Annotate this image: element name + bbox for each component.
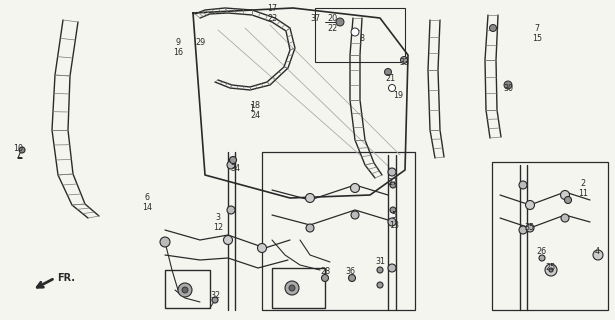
Text: 16: 16	[173, 47, 183, 57]
Circle shape	[519, 181, 527, 189]
Circle shape	[227, 161, 235, 169]
Text: 23: 23	[267, 13, 277, 22]
Circle shape	[490, 25, 496, 31]
Text: 22: 22	[327, 23, 337, 33]
Circle shape	[384, 68, 392, 76]
Text: 10: 10	[13, 143, 23, 153]
Circle shape	[227, 206, 235, 214]
Text: 8: 8	[360, 34, 365, 43]
Text: 13: 13	[389, 220, 399, 229]
Text: 4: 4	[595, 247, 600, 257]
Circle shape	[229, 156, 237, 164]
Text: 17: 17	[267, 4, 277, 12]
Text: 37: 37	[310, 13, 320, 22]
Text: 27: 27	[388, 178, 398, 187]
Circle shape	[182, 287, 188, 293]
Circle shape	[258, 244, 266, 252]
Circle shape	[388, 168, 396, 176]
Text: 34: 34	[230, 164, 240, 172]
Circle shape	[336, 18, 344, 26]
Circle shape	[351, 183, 360, 193]
Circle shape	[351, 28, 359, 36]
Text: 1: 1	[250, 103, 255, 113]
Text: 26: 26	[536, 247, 546, 257]
Circle shape	[377, 282, 383, 288]
Circle shape	[545, 264, 557, 276]
Text: 14: 14	[142, 204, 152, 212]
Text: 24: 24	[250, 110, 260, 119]
Bar	[165, 270, 210, 308]
Circle shape	[322, 275, 328, 282]
Text: 30: 30	[503, 84, 513, 92]
Text: FR.: FR.	[57, 273, 75, 283]
Circle shape	[400, 57, 408, 63]
Circle shape	[560, 190, 569, 199]
Circle shape	[285, 281, 299, 295]
Circle shape	[593, 250, 603, 260]
Circle shape	[223, 236, 232, 244]
Text: 2: 2	[581, 179, 585, 188]
Circle shape	[561, 214, 569, 222]
Circle shape	[525, 201, 534, 210]
Text: 32: 32	[210, 291, 220, 300]
Circle shape	[526, 224, 534, 232]
Text: 36: 36	[345, 268, 355, 276]
Circle shape	[388, 218, 396, 226]
Text: 29: 29	[195, 37, 205, 46]
Circle shape	[19, 147, 25, 153]
Text: 25: 25	[546, 263, 556, 273]
Text: 35: 35	[524, 223, 534, 233]
Circle shape	[390, 207, 396, 213]
Text: 33: 33	[399, 58, 409, 67]
Text: 19: 19	[393, 91, 403, 100]
Circle shape	[306, 194, 314, 203]
Text: 20: 20	[327, 13, 337, 22]
Circle shape	[388, 264, 396, 272]
Bar	[272, 268, 325, 308]
Circle shape	[349, 275, 355, 282]
Text: 11: 11	[578, 188, 588, 197]
Circle shape	[549, 268, 553, 272]
Circle shape	[160, 237, 170, 247]
Circle shape	[504, 81, 512, 89]
Circle shape	[212, 297, 218, 303]
Text: 21: 21	[385, 74, 395, 83]
Bar	[315, 8, 405, 62]
Text: 18: 18	[250, 100, 260, 109]
Circle shape	[565, 196, 571, 204]
Circle shape	[289, 285, 295, 291]
Circle shape	[390, 182, 396, 188]
Text: 3: 3	[215, 213, 221, 222]
Text: 7: 7	[534, 23, 539, 33]
Circle shape	[519, 226, 527, 234]
Circle shape	[377, 267, 383, 273]
Text: 12: 12	[213, 223, 223, 233]
Bar	[262, 152, 415, 310]
Text: 5: 5	[391, 211, 397, 220]
Text: 31: 31	[375, 258, 385, 267]
Circle shape	[539, 255, 545, 261]
Bar	[492, 162, 608, 310]
Circle shape	[351, 211, 359, 219]
Text: 15: 15	[532, 34, 542, 43]
Text: 28: 28	[320, 268, 330, 276]
Text: 6: 6	[145, 194, 149, 203]
Circle shape	[389, 84, 395, 92]
Circle shape	[306, 224, 314, 232]
Circle shape	[178, 283, 192, 297]
Text: 9: 9	[175, 37, 181, 46]
